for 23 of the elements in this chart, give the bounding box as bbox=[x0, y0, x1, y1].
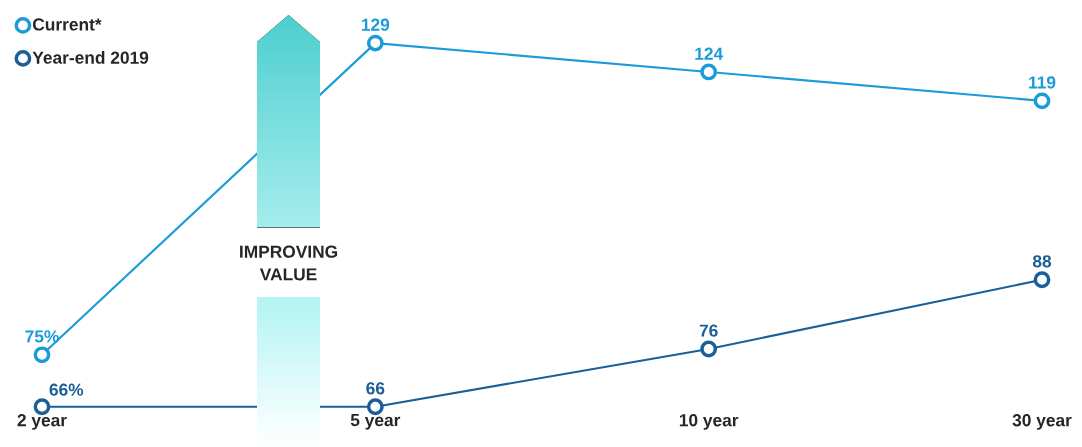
point bbox=[1033, 271, 1051, 289]
point bbox=[366, 398, 384, 416]
point bbox=[33, 398, 51, 416]
data-label: 88 bbox=[1032, 255, 1052, 268]
point bbox=[700, 340, 718, 358]
data-label: 75% bbox=[25, 330, 59, 343]
point bbox=[33, 346, 51, 364]
data-label: 66% bbox=[49, 383, 84, 396]
legend-label: Current* bbox=[32, 18, 102, 31]
x-tick-label: 2 year bbox=[17, 414, 67, 430]
data-label: 129 bbox=[361, 18, 390, 31]
x-tick-label: 30 year bbox=[1012, 414, 1072, 430]
point bbox=[1033, 92, 1051, 110]
data-label: 76 bbox=[699, 324, 718, 337]
annotation: IMPROVING VALUE bbox=[240, 245, 338, 281]
data-label: 124 bbox=[695, 47, 724, 60]
legend-label: Year-end 2019 bbox=[32, 51, 149, 64]
data-label: 119 bbox=[1029, 76, 1056, 89]
point bbox=[700, 63, 718, 81]
x-tick-label: 5 year bbox=[350, 414, 401, 430]
x-tick-label: 10 year bbox=[679, 414, 739, 430]
point bbox=[366, 34, 384, 52]
data-label: 66 bbox=[366, 382, 385, 395]
